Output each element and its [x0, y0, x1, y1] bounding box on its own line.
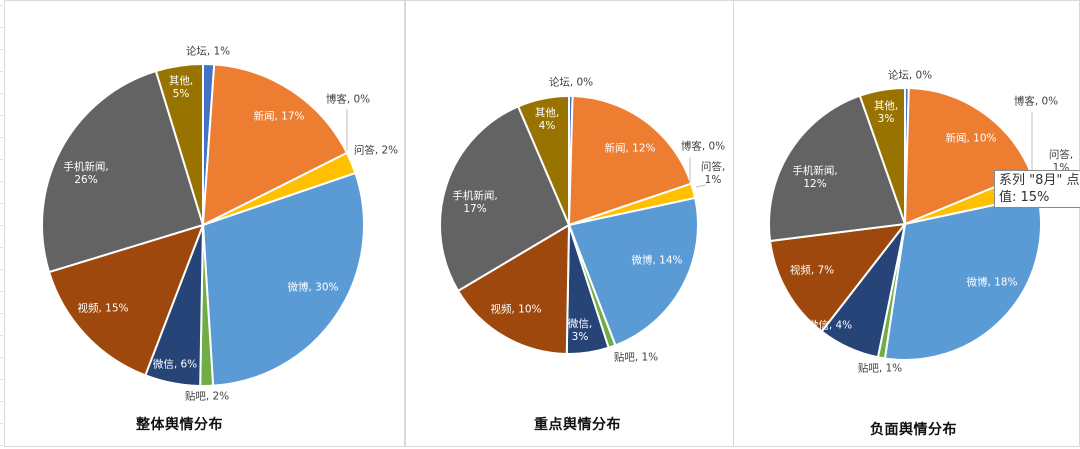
- pie-slice-8[interactable]: [439, 105, 570, 292]
- gridline-stub: [0, 401, 3, 402]
- tooltip-value-line: 值: 15%: [999, 190, 1050, 205]
- pie-slice-7[interactable]: [48, 224, 204, 377]
- gridline-stub: [0, 49, 3, 50]
- data-label: 视频, 15%: [77, 302, 129, 315]
- data-label: 视频, 7%: [789, 264, 835, 277]
- gridline-stub: [0, 423, 3, 424]
- gridline-stub: [0, 27, 3, 28]
- pie-slice-1[interactable]: [904, 87, 1032, 225]
- data-label: 其他, 4%: [534, 107, 560, 132]
- data-label: 博客, 0%: [325, 93, 371, 106]
- data-label: 微信, 6%: [152, 358, 198, 371]
- pie-slice-1[interactable]: [568, 95, 693, 226]
- data-label: 论坛, 1%: [185, 45, 231, 58]
- data-point-tooltip: 系列 "8月" 点 值: 15%: [994, 170, 1080, 208]
- gridline-stub: [0, 93, 3, 94]
- gridline-stub: [0, 291, 3, 292]
- data-label: 手机新闻, 12%: [792, 165, 838, 190]
- data-label: 贴吧, 1%: [613, 351, 659, 364]
- gridline-stub: [0, 115, 3, 116]
- data-label: 论坛, 0%: [548, 76, 594, 89]
- gridline-stub: [0, 335, 3, 336]
- data-label: 微博, 14%: [631, 254, 683, 267]
- data-label: 微信, 3%: [567, 318, 593, 343]
- chart-panel-key[interactable]: [405, 0, 734, 447]
- data-label: 问答, 2%: [353, 144, 399, 157]
- data-label: 手机新闻, 17%: [452, 190, 498, 215]
- gridline-stub: [0, 5, 3, 6]
- chart-panel-negative[interactable]: [733, 0, 1080, 447]
- gridline-stub: [0, 445, 3, 446]
- pie-chart-key[interactable]: [406, 1, 735, 448]
- data-label: 其他, 3%: [873, 100, 899, 125]
- pie-slice-9[interactable]: [858, 87, 906, 225]
- pie-chart-negative[interactable]: [734, 1, 1080, 448]
- gridline-stub: [0, 225, 3, 226]
- gridline-stub: [0, 159, 3, 160]
- gridline-stub: [0, 203, 3, 204]
- data-label: 论坛, 0%: [887, 69, 933, 82]
- leader-line: [695, 184, 707, 188]
- pie-slice-7[interactable]: [457, 224, 570, 355]
- data-label: 新闻, 12%: [604, 142, 656, 155]
- chart-panel-overall[interactable]: [4, 0, 405, 447]
- pie-slice-4[interactable]: [883, 194, 1042, 361]
- chart-title-overall: 整体舆情分布: [136, 417, 223, 433]
- data-label: 微信, 4%: [807, 319, 853, 332]
- data-label: 新闻, 10%: [945, 132, 997, 145]
- pie-slice-7[interactable]: [769, 223, 906, 333]
- data-label: 博客, 0%: [1013, 95, 1059, 108]
- data-label: 微博, 18%: [966, 276, 1018, 289]
- data-label: 博客, 0%: [680, 140, 726, 153]
- gridline-stub: [0, 247, 3, 248]
- chart-title-key: 重点舆情分布: [534, 417, 621, 433]
- gridline-stub: [0, 269, 3, 270]
- gridline-stub: [0, 379, 3, 380]
- pie-slice-8[interactable]: [41, 70, 204, 274]
- data-label: 其他, 5%: [168, 75, 194, 100]
- pie-chart-overall[interactable]: [5, 1, 406, 448]
- data-label: 贴吧, 1%: [857, 362, 903, 375]
- gridline-stub: [0, 181, 3, 182]
- data-label: 新闻, 17%: [253, 110, 305, 123]
- data-label: 贴吧, 2%: [184, 390, 230, 403]
- pie-slice-8[interactable]: [768, 94, 906, 243]
- data-label: 视频, 10%: [490, 303, 542, 316]
- gridline-stub: [0, 313, 3, 314]
- pie-slice-9[interactable]: [154, 63, 204, 226]
- pie-slice-1[interactable]: [202, 63, 348, 226]
- tooltip-series-line: 系列 "8月" 点: [999, 173, 1080, 188]
- data-label: 微博, 30%: [287, 281, 339, 294]
- gridline-stub: [0, 71, 3, 72]
- chart-title-negative: 负面舆情分布: [870, 422, 957, 438]
- data-label: 手机新闻, 26%: [63, 161, 109, 186]
- pie-slice-4[interactable]: [202, 172, 365, 387]
- gridline-stub: [0, 357, 3, 358]
- pie-slice-9[interactable]: [517, 95, 570, 226]
- data-label: 问答, 1%: [700, 161, 726, 186]
- gridline-stub: [0, 137, 3, 138]
